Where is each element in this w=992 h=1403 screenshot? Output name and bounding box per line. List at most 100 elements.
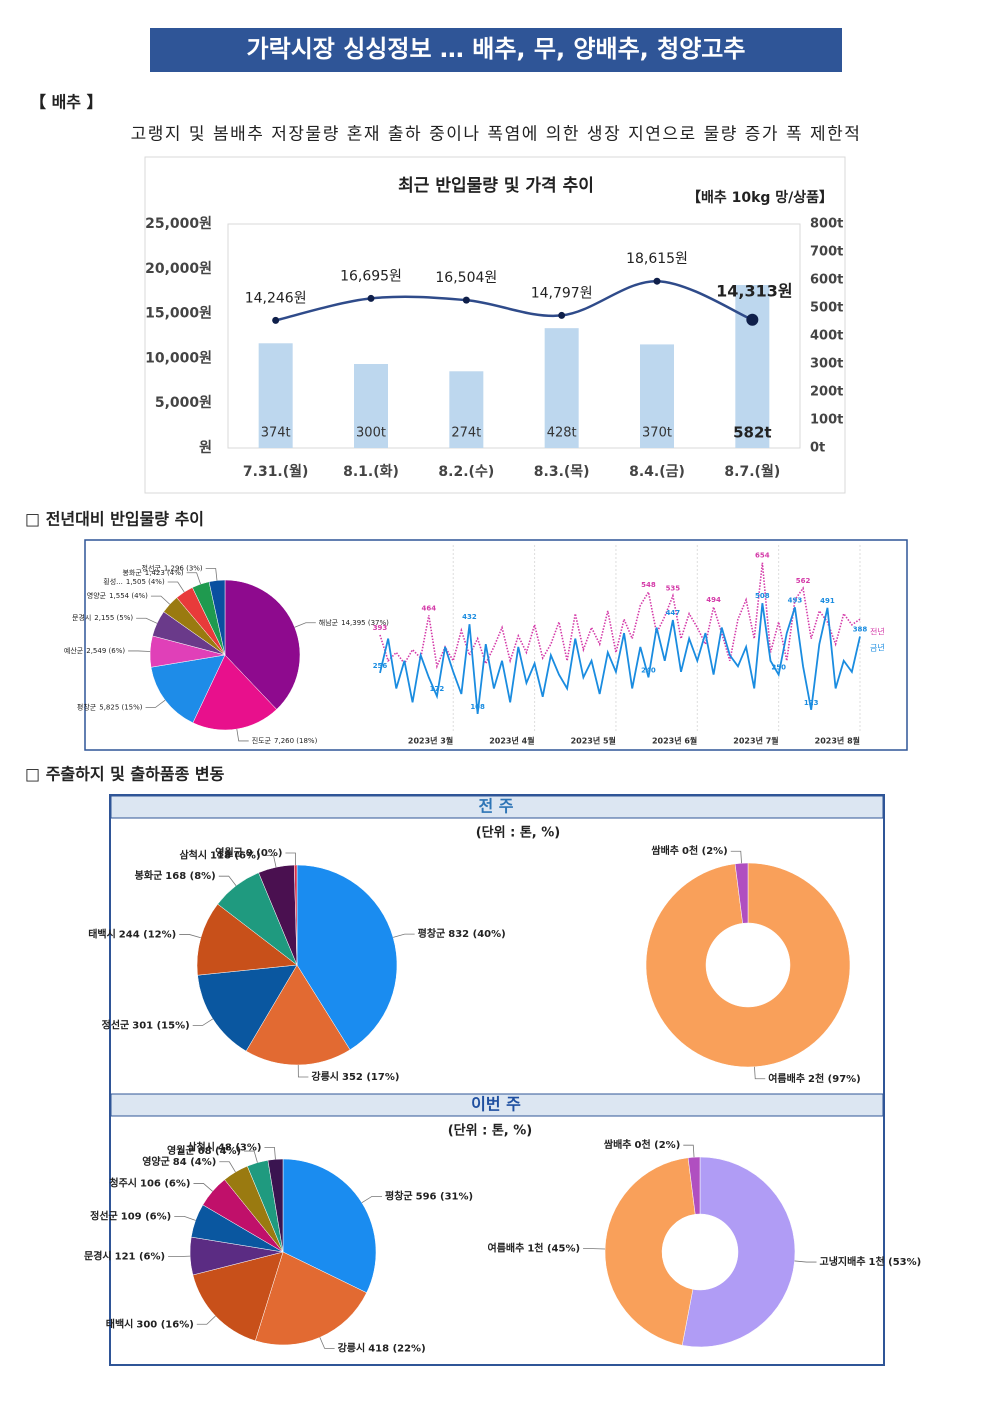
- slice-value: 301 (15%): [132, 1020, 189, 1031]
- slice-label: 강릉시 352 (17%): [311, 1070, 399, 1083]
- slice-value: 106 (6%): [140, 1178, 190, 1189]
- data-label: 18,615원: [626, 251, 688, 267]
- unit-label: (단위 : 톤, %): [476, 825, 561, 841]
- slice-category: 쌈배추: [651, 844, 679, 857]
- series-line: [379, 562, 861, 670]
- slice-value: 168 (8%): [165, 871, 215, 882]
- slice-category: 문경시: [84, 1250, 112, 1263]
- data-label: 388: [853, 625, 868, 633]
- leader-line: [244, 1150, 258, 1163]
- x-tick-label: 2023년 7월: [733, 736, 778, 746]
- slice-value: 84 (4%): [173, 1157, 217, 1168]
- slice-value: 0천 (2%): [635, 1138, 681, 1151]
- leader-line: [168, 1255, 191, 1258]
- week-label: 이번 주: [471, 1095, 521, 1114]
- page-title: 가락시장 싱싱정보 … 배추, 무, 양배추, 청양고추: [247, 35, 746, 63]
- data-label: 535: [666, 585, 681, 593]
- y-tick-label: 20,000원: [145, 261, 212, 277]
- data-label: 123: [804, 699, 819, 707]
- slice-category: 횡성...: [103, 577, 123, 586]
- y2-tick-label: 700t: [810, 245, 843, 260]
- unit-label: (단위 : 톤, %): [448, 1123, 533, 1139]
- bar: [258, 343, 293, 448]
- slice-category: 영양군: [87, 591, 107, 600]
- series-line: [379, 603, 861, 715]
- leader-line: [285, 852, 297, 866]
- slice-label: 예산군 2,549 (6%): [64, 646, 125, 655]
- pie-slice: [734, 862, 749, 924]
- slice-label: 봉화군 168 (8%): [135, 870, 216, 882]
- leader-line: [218, 875, 237, 886]
- slice-category: 청주시: [109, 1176, 137, 1189]
- slice-value: 1,554 (4%): [109, 592, 148, 600]
- slice-label: 쌈배추 0천 (2%): [651, 844, 727, 857]
- leader-line: [196, 1315, 216, 1325]
- y2-tick-label: 500t: [810, 301, 843, 316]
- summary: 고랭지 및 봄배추 저장물량 혼재 출하 중이나 폭염에 의한 생장 지연으로 …: [131, 125, 862, 145]
- leader-line: [174, 1215, 196, 1221]
- title-banner: [150, 28, 842, 72]
- slice-label: 정선군 109 (6%): [90, 1209, 171, 1222]
- chart-title: 최근 반입물량 및 가격 추이: [398, 176, 594, 196]
- bar: [640, 344, 674, 448]
- slice-category: 여름배추: [768, 1072, 805, 1085]
- pie-slice: [150, 654, 226, 724]
- leader-line: [150, 595, 171, 605]
- x-tick-label: 8.7.(월): [724, 463, 780, 480]
- slice-value: 118 (6%): [210, 850, 260, 861]
- data-label: 508: [755, 592, 770, 600]
- slice-value: 244 (12%): [119, 929, 176, 940]
- bar: [544, 328, 579, 448]
- x-tick-label: 8.3.(목): [534, 464, 590, 480]
- price-line: [275, 279, 753, 322]
- data-label: 548: [641, 581, 656, 589]
- leader-line: [219, 1161, 236, 1173]
- slice-category: 봉화군: [122, 569, 142, 577]
- leader-line: [264, 1146, 276, 1160]
- slice-value: 1천 (53%): [869, 1255, 922, 1268]
- slice-category: 강릉시: [338, 1341, 366, 1354]
- slice-label: 태백시 244 (12%): [88, 927, 176, 940]
- slice-category: 영양군: [142, 1155, 170, 1168]
- legend-entry: 전년: [870, 627, 885, 637]
- y2-tick-label: 600t: [810, 273, 843, 288]
- slice-value: 0천 (2%): [682, 844, 728, 857]
- y2-tick-label: 800t: [810, 217, 843, 232]
- slice-label: 해남군 14,395 (37%): [319, 618, 389, 627]
- line-marker: [367, 294, 375, 302]
- slice-value: 48 (3%): [218, 1142, 262, 1153]
- data-label: 370t: [642, 426, 672, 441]
- slice-label: 평창군 5,825 (15%): [77, 702, 143, 711]
- slice-value: 121 (6%): [115, 1252, 165, 1263]
- y2-tick-label: 200t: [810, 385, 843, 400]
- slice-value: 2,549 (6%): [86, 647, 125, 655]
- slice-value: 2,155 (5%): [94, 614, 133, 622]
- y-tick-label: 15,000원: [145, 306, 212, 322]
- slice-value: 5,825 (15%): [99, 703, 143, 711]
- bar: [449, 371, 484, 448]
- x-tick-label: 8.4.(금): [629, 464, 685, 480]
- slice-value: 418 (22%): [368, 1343, 425, 1354]
- pie-slice: [245, 964, 351, 1066]
- data-label: 240: [641, 666, 656, 674]
- slice-category: 쌈배추: [604, 1138, 632, 1151]
- pie-slice: [645, 862, 851, 1068]
- slice-category: 삼척시: [187, 1140, 215, 1153]
- line-marker: [746, 313, 759, 326]
- pie-slice: [604, 1157, 696, 1346]
- data-label: 464: [422, 604, 437, 612]
- slice-label: 정선군 301 (15%): [102, 1018, 190, 1031]
- leader-line: [754, 1066, 766, 1080]
- slice-category: 예산군: [64, 646, 84, 655]
- slice-category: 문경시: [72, 613, 91, 622]
- leader-line: [167, 581, 185, 593]
- slice-label: 고냉지배추 1천 (53%): [820, 1255, 922, 1268]
- slice-label: 문경시 121 (6%): [84, 1250, 165, 1263]
- slice-label: 여름배추 1천 (45%): [488, 1242, 581, 1255]
- data-label: 172: [430, 685, 445, 693]
- leader-line: [136, 617, 158, 624]
- slice-value: 7,260 (18%): [274, 737, 318, 745]
- x-tick-label: 2023년 5월: [571, 736, 616, 746]
- data-label: 374t: [261, 426, 291, 441]
